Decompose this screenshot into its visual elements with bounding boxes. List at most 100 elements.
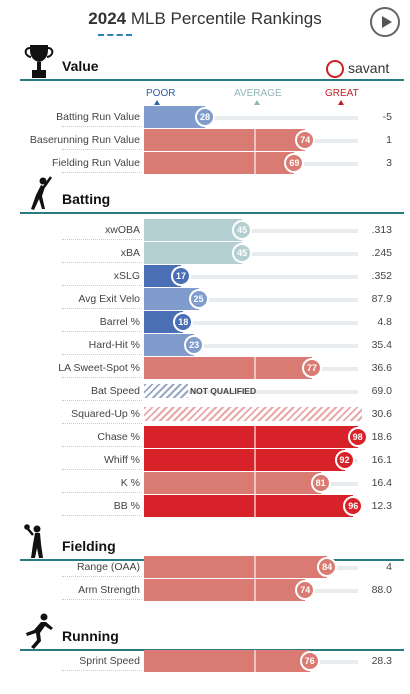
percentile-bubble: 45 bbox=[232, 243, 253, 263]
metric-row[interactable]: Hard-Hit % 23 35.4 bbox=[0, 334, 410, 357]
percentile-bubble: 45 bbox=[232, 220, 253, 240]
percentile-bar bbox=[144, 242, 243, 264]
metric-value: 87.9 bbox=[371, 293, 392, 305]
metric-name: Baserunning Run Value bbox=[29, 134, 140, 146]
section-rule bbox=[20, 212, 404, 214]
metric-name: Avg Exit Velo bbox=[78, 293, 140, 305]
metric-name: Hard-Hit % bbox=[88, 339, 140, 351]
scale-average-label: AVERAGE bbox=[234, 88, 282, 99]
metric-row[interactable]: Avg Exit Velo 25 87.9 bbox=[0, 288, 410, 311]
metric-value: 30.6 bbox=[371, 408, 392, 420]
row-divider bbox=[62, 599, 142, 600]
row-divider bbox=[62, 149, 142, 150]
metric-value: 16.1 bbox=[371, 454, 392, 466]
average-marker bbox=[254, 472, 256, 494]
metric-value: 88.0 bbox=[371, 584, 392, 596]
metric-row[interactable]: K % 81 16.4 bbox=[0, 472, 410, 495]
row-divider bbox=[62, 354, 142, 355]
metric-row[interactable]: Fielding Run Value 69 3 bbox=[0, 152, 410, 175]
average-marker bbox=[254, 579, 256, 601]
scale-great-label: GREAT bbox=[325, 88, 359, 99]
metric-name: LA Sweet-Spot % bbox=[58, 362, 140, 374]
scale-average-arrow-icon bbox=[254, 100, 260, 105]
metric-row[interactable]: Arm Strength 74 88.0 bbox=[0, 579, 410, 602]
scale-great-arrow-icon bbox=[338, 100, 344, 105]
scale-poor-arrow-icon bbox=[154, 100, 160, 105]
metric-row[interactable]: BB % 96 12.3 bbox=[0, 495, 410, 518]
metric-value: 4 bbox=[386, 561, 392, 573]
metric-row[interactable]: Range (OAA) 84 4 bbox=[0, 556, 410, 579]
percentile-bar bbox=[144, 449, 345, 471]
row-divider bbox=[62, 239, 142, 240]
percentile-bubble: 84 bbox=[317, 557, 338, 577]
percentile-bubble: 69 bbox=[284, 153, 305, 173]
metric-row[interactable]: Squared-Up % 30.6 bbox=[0, 403, 410, 426]
section-value: Value bbox=[0, 42, 410, 82]
metric-value: 1 bbox=[386, 134, 392, 146]
percentile-bar bbox=[144, 556, 328, 578]
row-divider bbox=[62, 126, 142, 127]
row-divider bbox=[62, 377, 142, 378]
percentile-bubble: 25 bbox=[188, 289, 209, 309]
metric-row[interactable]: Bat Speed NOT QUALIFIED 69.0 bbox=[0, 380, 410, 403]
percentile-bar bbox=[144, 579, 306, 601]
metric-name: Barrel % bbox=[99, 316, 140, 328]
page-title: 2024 MLB Percentile Rankings bbox=[0, 9, 410, 29]
metric-row[interactable]: xSLG 17 .352 bbox=[0, 265, 410, 288]
metric-value: .313 bbox=[371, 224, 392, 236]
header: 2024 MLB Percentile Rankings bbox=[0, 0, 410, 44]
section-running: Running bbox=[0, 612, 410, 652]
metric-value: -5 bbox=[382, 111, 392, 123]
section-rule bbox=[20, 79, 404, 81]
savant-logo-icon bbox=[326, 60, 344, 78]
percentile-bar bbox=[144, 288, 199, 310]
metric-row[interactable]: Chase % 98 18.6 bbox=[0, 426, 410, 449]
metric-name: xwOBA bbox=[104, 224, 140, 236]
percentile-track bbox=[144, 390, 358, 394]
row-divider bbox=[62, 308, 142, 309]
row-divider bbox=[62, 469, 142, 470]
row-divider bbox=[62, 515, 142, 516]
percentile-bar bbox=[144, 129, 306, 151]
fielder-icon bbox=[22, 522, 56, 560]
metric-name: Sprint Speed bbox=[79, 655, 140, 667]
row-divider bbox=[62, 446, 142, 447]
row-divider bbox=[62, 423, 142, 424]
percentile-bubble: 98 bbox=[347, 427, 368, 447]
play-icon[interactable] bbox=[370, 7, 400, 37]
percentile-bar bbox=[144, 334, 195, 356]
metric-row[interactable]: xwOBA 45 .313 bbox=[0, 219, 410, 242]
metric-row[interactable]: Whiff % 92 16.1 bbox=[0, 449, 410, 472]
metric-row[interactable]: Baserunning Run Value 74 1 bbox=[0, 129, 410, 152]
metric-value: 35.4 bbox=[371, 339, 392, 351]
unranked-hatch bbox=[144, 407, 362, 421]
row-divider bbox=[62, 576, 142, 577]
percentile-bar bbox=[144, 106, 206, 128]
percentile-bubble: 76 bbox=[299, 651, 320, 671]
metric-name: Squared-Up % bbox=[71, 408, 140, 420]
section-batting: Batting bbox=[0, 175, 410, 215]
row-divider bbox=[62, 400, 142, 401]
section-title: Running bbox=[62, 628, 119, 644]
metric-row[interactable]: Barrel % 18 4.8 bbox=[0, 311, 410, 334]
section-title: Value bbox=[62, 58, 99, 74]
metric-name: BB % bbox=[113, 500, 140, 512]
scale-poor-label: POOR bbox=[146, 88, 176, 99]
metric-row[interactable]: Sprint Speed 76 28.3 bbox=[0, 650, 410, 673]
metric-value: .245 bbox=[371, 247, 392, 259]
metric-name: Fielding Run Value bbox=[52, 157, 140, 169]
percentile-track bbox=[144, 298, 358, 302]
metric-row[interactable]: xBA 45 .245 bbox=[0, 242, 410, 265]
percentile-bar bbox=[144, 472, 321, 494]
runner-icon bbox=[22, 612, 56, 650]
percentile-bar bbox=[144, 650, 310, 672]
percentile-bubble: 92 bbox=[334, 450, 355, 470]
row-divider bbox=[62, 331, 142, 332]
metric-row[interactable]: Batting Run Value 28 -5 bbox=[0, 106, 410, 129]
metric-row[interactable]: LA Sweet-Spot % 77 36.6 bbox=[0, 357, 410, 380]
title-underline bbox=[98, 34, 132, 36]
metric-value: 28.3 bbox=[371, 655, 392, 667]
percentile-bubble: 23 bbox=[184, 335, 205, 355]
row-divider bbox=[62, 285, 142, 286]
section-title: Batting bbox=[62, 191, 111, 207]
